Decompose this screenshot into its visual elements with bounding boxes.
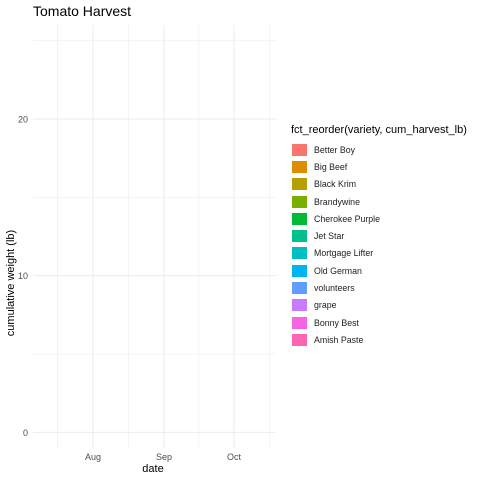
legend-label: Bonny Best [314, 317, 359, 328]
legend-item: Better Boy [291, 141, 467, 158]
legend-item: Amish Paste [291, 331, 467, 348]
legend: fct_reorder(variety, cum_harvest_lb) Bet… [291, 124, 467, 349]
legend-swatch [291, 159, 308, 174]
y-tick-label: 0 [23, 428, 28, 438]
legend-label: grape [314, 300, 337, 311]
y-tick-label: 20 [18, 115, 28, 125]
legend-item: Black Krim [291, 176, 467, 193]
y-axis-label: cumulative weight (lb) [5, 230, 17, 336]
legend-label: Better Boy [314, 144, 356, 155]
x-tick-label: Oct [227, 452, 242, 462]
legend-label: Amish Paste [314, 334, 364, 345]
legend-swatch [291, 332, 308, 347]
x-tick-label: Aug [85, 452, 101, 462]
legend-swatch [291, 281, 308, 296]
legend-swatch [291, 229, 308, 244]
legend-item: Old German [291, 262, 467, 279]
legend-item: Bonny Best [291, 314, 467, 331]
legend-swatch [291, 246, 308, 261]
grid-minor [33, 25, 276, 448]
legend-label: Old German [314, 265, 362, 276]
legend-item: Mortgage Lifter [291, 245, 467, 262]
legend-swatch [291, 298, 308, 313]
legend-swatch [291, 194, 308, 209]
legend-label: volunteers [314, 283, 355, 294]
legend-item: volunteers [291, 279, 467, 296]
legend-items: Better Boy Big Beef Black Krim Brandywine Ch… [291, 141, 467, 349]
legend-item: grape [291, 297, 467, 314]
x-axis-label: date [142, 463, 163, 475]
grid-major [33, 25, 276, 448]
legend-label: Black Krim [314, 179, 357, 190]
legend-label: Jet Star [314, 231, 345, 242]
legend-swatch [291, 142, 308, 157]
legend-swatch [291, 177, 308, 192]
legend-item: Cherokee Purple [291, 210, 467, 227]
legend-label: Big Beef [314, 161, 348, 172]
legend-item: Brandywine [291, 193, 467, 210]
legend-swatch [291, 315, 308, 330]
x-tick-labels: Aug Sep Oct [85, 452, 242, 462]
y-tick-labels: 0 10 20 [18, 115, 28, 438]
legend-swatch [291, 211, 308, 226]
legend-title: fct_reorder(variety, cum_harvest_lb) [291, 124, 467, 136]
legend-label: Brandywine [314, 196, 360, 207]
chart-title: Tomato Harvest [33, 3, 132, 19]
legend-label: Cherokee Purple [314, 213, 381, 224]
x-tick-label: Sep [156, 452, 172, 462]
legend-item: Jet Star [291, 227, 467, 244]
legend-label: Mortgage Lifter [314, 248, 374, 259]
legend-item: Big Beef [291, 158, 467, 175]
legend-swatch [291, 263, 308, 278]
y-tick-label: 10 [18, 271, 28, 281]
